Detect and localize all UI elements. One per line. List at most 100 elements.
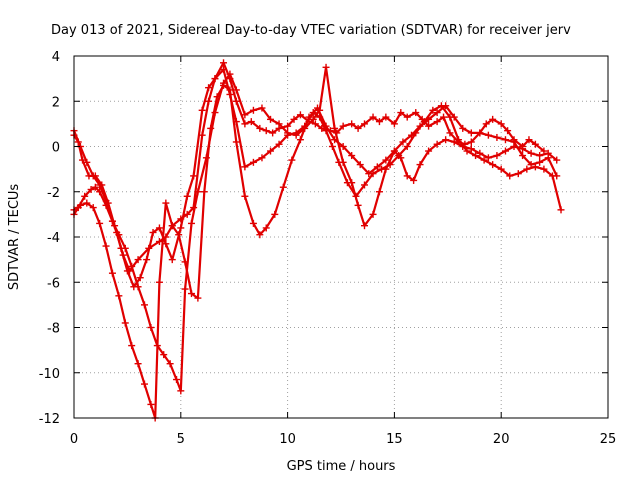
x-tick-label: 10 bbox=[279, 432, 296, 447]
data-point bbox=[249, 219, 257, 227]
data-point bbox=[162, 199, 170, 207]
data-point bbox=[446, 129, 454, 137]
data-point bbox=[168, 222, 176, 230]
data-point bbox=[292, 131, 300, 139]
data-point bbox=[442, 102, 450, 110]
data-point bbox=[194, 294, 202, 302]
data-point bbox=[467, 129, 475, 137]
data-point bbox=[407, 131, 415, 139]
data-point bbox=[514, 170, 522, 178]
data-point bbox=[369, 113, 377, 121]
data-point bbox=[484, 154, 492, 162]
data-point bbox=[339, 143, 347, 150]
data-point bbox=[450, 113, 458, 121]
data-point bbox=[403, 143, 411, 150]
x-tick-label: 20 bbox=[493, 432, 510, 447]
data-point bbox=[360, 181, 368, 189]
data-point bbox=[83, 199, 91, 207]
data-point bbox=[497, 165, 505, 173]
data-point bbox=[403, 172, 411, 180]
y-tick-label: 2 bbox=[52, 95, 60, 110]
data-point bbox=[89, 172, 97, 180]
data-point bbox=[382, 156, 390, 164]
series-trace-4 bbox=[70, 81, 561, 422]
x-tick-label: 0 bbox=[70, 432, 78, 447]
series-trace-2 bbox=[70, 66, 565, 291]
series-line bbox=[72, 61, 545, 272]
data-point bbox=[354, 201, 362, 209]
data-point bbox=[360, 222, 368, 230]
data-point bbox=[269, 129, 277, 137]
data-point bbox=[262, 127, 270, 135]
data-point bbox=[249, 158, 257, 166]
data-point bbox=[194, 188, 202, 196]
data-point bbox=[134, 360, 142, 368]
data-point bbox=[173, 376, 181, 384]
y-tick-label: 4 bbox=[52, 50, 60, 65]
y-tick-label: -12 bbox=[39, 412, 60, 427]
data-point bbox=[198, 106, 206, 114]
data-point bbox=[232, 86, 240, 94]
data-point bbox=[275, 140, 283, 148]
data-point bbox=[155, 278, 163, 286]
data-point bbox=[493, 133, 501, 141]
data-point bbox=[322, 122, 330, 130]
axis-ticks bbox=[73, 55, 609, 419]
data-point bbox=[425, 122, 433, 130]
chart-title: Day 013 of 2021, Sidereal Day-to-day VTE… bbox=[51, 23, 571, 38]
data-point bbox=[108, 217, 116, 225]
data-point bbox=[397, 109, 405, 117]
data-point bbox=[166, 360, 174, 368]
data-point bbox=[177, 387, 185, 395]
data-point bbox=[322, 63, 330, 71]
data-point bbox=[369, 210, 377, 218]
data-point bbox=[168, 256, 176, 264]
data-point bbox=[339, 158, 347, 166]
data-point bbox=[128, 262, 136, 270]
data-point bbox=[416, 122, 424, 130]
data-point bbox=[536, 158, 544, 166]
data-point bbox=[160, 351, 168, 359]
data-point bbox=[213, 93, 221, 101]
data-point bbox=[81, 192, 89, 200]
data-point bbox=[249, 106, 257, 114]
data-point bbox=[115, 292, 123, 300]
data-point bbox=[205, 97, 213, 105]
data-point bbox=[382, 113, 390, 121]
data-point bbox=[433, 118, 441, 126]
series-line bbox=[72, 66, 558, 392]
data-point bbox=[226, 86, 234, 94]
data-point bbox=[497, 120, 505, 128]
series-layer bbox=[70, 59, 565, 422]
data-point bbox=[102, 197, 110, 205]
data-point bbox=[527, 149, 535, 157]
data-point bbox=[314, 104, 322, 112]
data-point bbox=[140, 380, 148, 388]
data-point bbox=[553, 156, 561, 164]
data-point bbox=[232, 97, 240, 105]
y-tick-label: -6 bbox=[47, 276, 60, 291]
data-point bbox=[348, 152, 356, 160]
data-point bbox=[501, 147, 509, 155]
data-point bbox=[480, 156, 488, 164]
data-point bbox=[553, 172, 561, 180]
data-point bbox=[331, 124, 339, 132]
data-point bbox=[531, 140, 539, 148]
x-tick-label: 5 bbox=[177, 432, 185, 447]
data-point bbox=[267, 115, 275, 123]
data-point bbox=[476, 129, 484, 137]
data-point bbox=[296, 136, 304, 144]
data-point bbox=[147, 400, 155, 408]
data-point bbox=[375, 188, 383, 196]
y-tick-label: -4 bbox=[47, 231, 60, 246]
data-point bbox=[382, 165, 390, 173]
data-point bbox=[544, 154, 552, 162]
data-point bbox=[356, 161, 364, 169]
data-point bbox=[525, 136, 533, 144]
data-point bbox=[220, 81, 228, 89]
data-point bbox=[536, 152, 544, 160]
data-point bbox=[147, 324, 155, 331]
data-point bbox=[89, 204, 97, 212]
y-tick-label: -2 bbox=[47, 186, 60, 201]
data-point bbox=[412, 109, 420, 117]
